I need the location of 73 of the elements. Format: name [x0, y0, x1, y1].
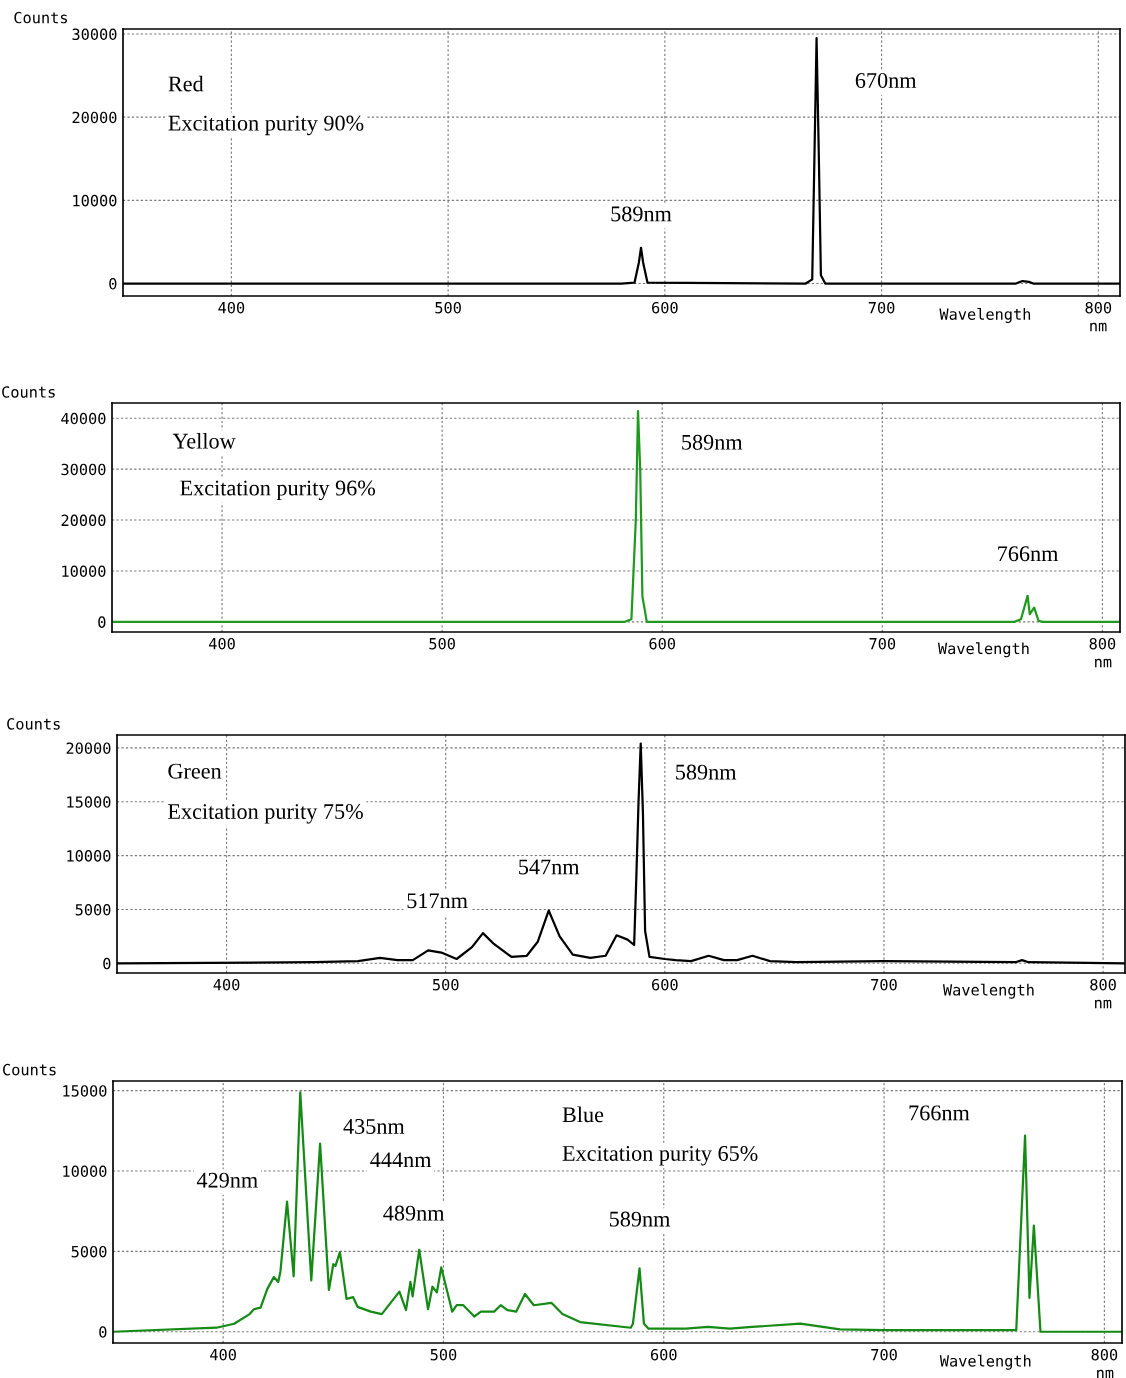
y-tick-label: 30000	[72, 28, 117, 41]
x-axis-title: Wavelength	[942, 983, 1034, 999]
y-tick-label: 10000	[63, 1165, 107, 1178]
y-tick-label: 0	[109, 278, 117, 290]
annotation: 435nm	[343, 1118, 405, 1134]
x-tick-label: 500	[429, 637, 455, 650]
y-tick-label: 10000	[73, 194, 117, 207]
text: nm	[1090, 322, 1107, 332]
x-axis-title: Wavelength	[939, 308, 1031, 323]
x-tick-label: 800	[1091, 1348, 1118, 1361]
x-tick-label: 400	[218, 301, 245, 314]
text: Excitation purity 65%	[562, 1145, 758, 1166]
y-tick-label: 20000	[66, 742, 111, 754]
annotation: 766nm	[909, 1105, 970, 1121]
y-axis-title: Counts	[14, 11, 67, 24]
line-series	[113, 1091, 1122, 1333]
text: Excitation purity 96%	[180, 480, 376, 501]
y-tick-label: 5000	[71, 1245, 107, 1258]
annotation: 429nm	[196, 1172, 258, 1188]
y-axis-title: Counts	[3, 1063, 56, 1076]
y-tick-label: 0	[99, 1326, 107, 1338]
annotation: 589nm	[676, 764, 737, 780]
text: nm	[1097, 1369, 1114, 1378]
annotation: 547nm	[519, 859, 580, 875]
text: Excitation purity 90%	[168, 115, 364, 136]
annotation: 589nm	[609, 1211, 671, 1227]
x-tick-label: 400	[213, 978, 240, 991]
y-tick-label: 10000	[67, 850, 111, 862]
x-tick-label: 600	[652, 301, 678, 314]
annotation: 766nm	[998, 546, 1059, 562]
text: Red	[168, 75, 204, 92]
y-tick-label: 15000	[67, 796, 111, 808]
x-tick-label: 600	[649, 637, 676, 650]
x-axis-title: Wavelength	[937, 642, 1029, 658]
y-tick-label: 5000	[75, 903, 111, 916]
x-tick-label: 800	[1090, 978, 1116, 991]
x-tick-label: 800	[1085, 301, 1112, 314]
text: Green	[168, 763, 222, 779]
y-tick-label: 15000	[63, 1085, 107, 1097]
annotation: 589nm	[611, 206, 672, 222]
x-tick-label: 600	[652, 978, 678, 991]
line-series	[112, 410, 1120, 623]
y-axis-title: Counts	[7, 718, 60, 730]
y-tick-label: 0	[98, 616, 106, 628]
y-tick-label: 0	[103, 957, 111, 970]
annotation: 589nm	[682, 434, 743, 450]
x-tick-label: 700	[869, 637, 896, 650]
text: Blue	[562, 1106, 604, 1123]
text: nm	[1095, 999, 1112, 1009]
x-tick-label: 700	[871, 1348, 897, 1361]
x-tick-label: 700	[871, 978, 897, 991]
text: Excitation purity 75%	[168, 804, 363, 824]
annotation: 489nm	[383, 1205, 445, 1221]
y-tick-label: 10000	[62, 565, 106, 577]
y-tick-label: 30000	[61, 463, 106, 476]
y-axis-title: Counts	[2, 386, 55, 398]
x-axis-title: Wavelength	[939, 1354, 1031, 1370]
x-tick-label: 400	[209, 637, 235, 650]
x-tick-label: 800	[1089, 637, 1116, 650]
x-tick-label: 400	[210, 1348, 236, 1361]
annotation: 517nm	[407, 893, 468, 909]
annotation: 444nm	[370, 1152, 432, 1168]
x-tick-label: 500	[435, 301, 461, 314]
text: nm	[1095, 658, 1112, 668]
text: Yellow	[172, 433, 236, 449]
x-tick-label: 500	[430, 1348, 457, 1361]
y-tick-label: 20000	[61, 514, 106, 527]
y-tick-label: 20000	[72, 111, 117, 124]
x-tick-label: 600	[650, 1348, 677, 1361]
x-tick-label: 500	[432, 978, 459, 991]
x-tick-label: 700	[868, 301, 895, 314]
annotation: 670nm	[855, 72, 917, 88]
y-tick-label: 40000	[61, 412, 106, 425]
